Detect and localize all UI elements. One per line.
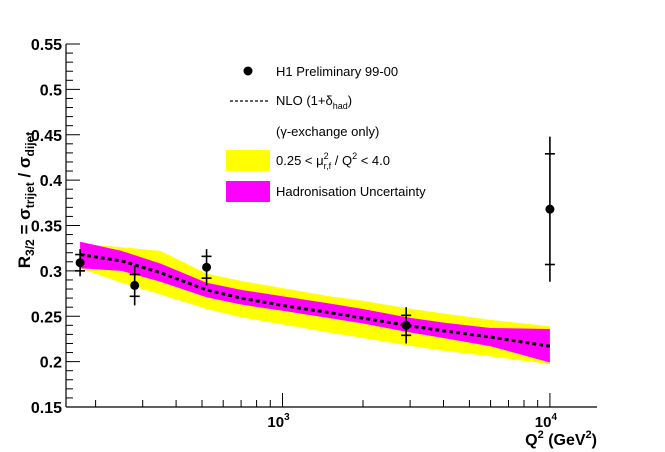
y-tick-label: 0.35 [31, 219, 62, 236]
data-point-5 [544, 136, 555, 282]
y-tick-label: 0.15 [31, 400, 62, 417]
legend-yellow-swatch-icon [226, 150, 270, 171]
data-point-marker [545, 204, 555, 214]
y-tick-label: 0.45 [31, 128, 62, 145]
bands-layer [80, 241, 550, 365]
data-point-marker [130, 280, 140, 290]
legend-label-nlo: NLO (1+δhad) [276, 93, 352, 111]
y-tick-label: 0.5 [40, 82, 62, 99]
legend-label-note: (γ-exchange only) [276, 124, 379, 139]
y-tick-label: 0.25 [31, 309, 62, 326]
x-tick-label: 104 [535, 412, 558, 431]
y-tick-label: 0.3 [40, 264, 62, 281]
data-point-marker [75, 258, 85, 268]
nlo-layer [79, 253, 551, 348]
legend-marker-icon [243, 66, 253, 76]
legend-label-had: Hadronisation Uncertainty [276, 184, 426, 199]
legend-entry-scale: 0.25 < μ2 r,f / Q2 < 4.0 [226, 150, 390, 171]
legend-label-scale: 0.25 < μ2 r,f / Q2 < 4.0 [276, 151, 390, 171]
y-tick-label: 0.4 [40, 173, 62, 190]
data-point-marker [202, 262, 212, 272]
nlo-curve [79, 253, 551, 348]
data-point-2 [129, 265, 140, 306]
x-axis-label: Q2 (GeV2) [525, 429, 597, 449]
legend-entry-nlo: NLO (1+δhad) [230, 93, 352, 111]
y-tick-label: 0.2 [40, 355, 62, 372]
legend: H1 Preliminary 99-00 NLO (1+δhad) (γ-exc… [226, 64, 426, 202]
x-tick-label: 103 [267, 412, 290, 431]
legend-label-data: H1 Preliminary 99-00 [276, 64, 398, 79]
legend-entry-note: (γ-exchange only) [276, 124, 379, 139]
data-point-marker [401, 320, 411, 330]
y-tick-label: 0.55 [31, 37, 62, 54]
data-point-3 [201, 249, 212, 286]
y-axis-label: R3/2 = σtrijet / σdijet [15, 132, 37, 268]
x-axis-ticks: 103 104 [95, 393, 558, 431]
hadronisation-band [80, 241, 550, 363]
data-point-4 [401, 307, 412, 344]
legend-entry-data: H1 Preliminary 99-00 [243, 64, 398, 79]
y-axis-ticks: 0.15 0.2 0.25 0.3 0.35 0.4 0.45 0.5 0.55 [31, 37, 80, 417]
data-points-layer [75, 136, 555, 344]
legend-entry-had: Hadronisation Uncertainty [226, 181, 426, 202]
legend-magenta-swatch-icon [226, 181, 270, 202]
